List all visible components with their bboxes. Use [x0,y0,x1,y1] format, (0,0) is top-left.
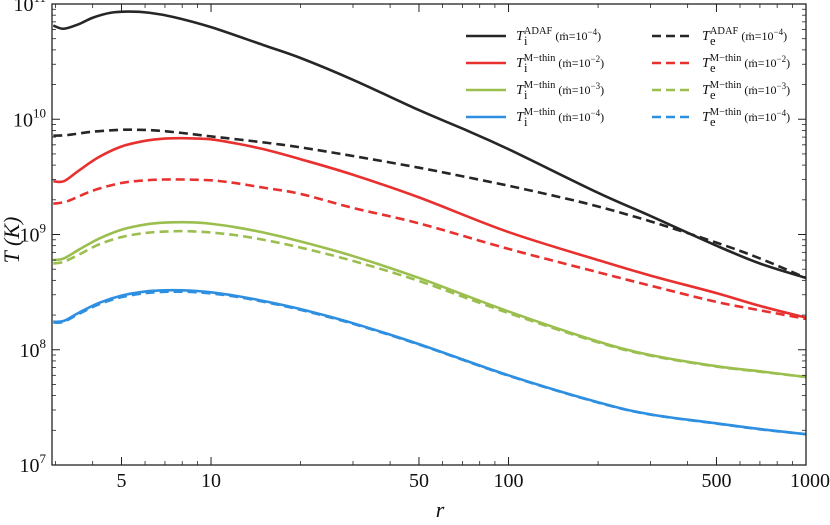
legend-entry-5: TM−thin (ṁ=10−3) [702,80,790,98]
y-tick-label: 1011 [13,0,46,16]
legend-argument: (ṁ=10 [558,110,590,124]
y-tick-label: 107 [20,451,47,477]
legend-superscript: M−thin [524,80,556,91]
legend-argument-close: ) [600,110,604,124]
y-tick-exponent: 10 [33,105,46,120]
series-line-2 [53,136,806,319]
legend-subscript: i [524,115,528,129]
series-line-4 [53,220,806,379]
series-line-7 [53,290,806,436]
x-tick-label: 50 [409,470,429,492]
legend-argument: (ṁ=10 [558,56,590,70]
x-axis: 5 10 50 100 500 1000 [55,4,830,492]
legend-argument-exponent: −4 [777,108,787,118]
y-tick-base: 10 [20,225,40,247]
legend-symbol: T [516,56,525,71]
x-tick-label: 100 [494,470,524,492]
legend-symbol: T [516,29,525,44]
legend-entry-3: TM−thin (ṁ=10−2) [702,53,790,71]
legend-argument-exponent: −4 [774,27,784,37]
legend-entry-4: TM−thin (ṁ=10−3) [516,80,604,98]
legend-entry-2: TM−thin (ṁ=10−2) [516,53,604,71]
x-tick-label: 500 [701,470,731,492]
legend-symbol: T [702,83,711,98]
legend-argument: (ṁ=10 [744,110,776,124]
legend-symbol: T [702,110,711,125]
legend-argument-close: ) [600,83,604,97]
legend-symbol: T [516,110,525,125]
legend-symbol: T [516,83,525,98]
legend-argument-exponent: −4 [588,27,598,37]
legend-argument: (ṁ=10 [741,29,773,43]
legend-subscript: e [710,34,716,48]
legend-argument: (ṁ=10 [744,83,776,97]
y-tick-base: 10 [20,455,40,477]
y-tick-exponent: 11 [33,0,46,5]
series-line-3 [53,178,806,321]
legend-entry-6: TM−thin (ṁ=10−4) [516,107,604,125]
series-line-0 [52,10,806,280]
legend-argument-exponent: −4 [591,108,601,118]
x-axis-title: r [436,497,445,522]
y-tick-exponent: 8 [40,336,47,351]
y-axis: 10710810910101011 [13,0,806,477]
legend-argument: (ṁ=10 [744,56,776,70]
legend-subscript: i [524,34,528,48]
legend-superscript: M−thin [524,53,556,64]
legend-symbol: T [702,56,711,71]
y-tick-base: 10 [20,340,40,362]
legend-superscript: M−thin [710,107,742,118]
legend-argument-close: ) [786,56,790,70]
legend-superscript: M−thin [710,53,742,64]
series-layer [52,10,806,436]
y-axis-title: T (K) [0,217,24,264]
legend: TADAF (ṁ=10−4)iTM−thin (ṁ=10−2)iTM−thin (ṁ=… [466,26,790,129]
legend-argument-close: ) [786,83,790,97]
legend-superscript: M−thin [710,80,742,91]
legend-argument-exponent: −2 [777,54,787,64]
legend-argument-close: ) [786,110,790,124]
legend-argument-close: ) [600,56,604,70]
y-tick-exponent: 9 [40,221,47,236]
legend-argument-close: ) [783,29,787,43]
legend-entry-0: TADAF (ṁ=10−4) [516,26,601,44]
x-tick-label: 5 [116,470,126,492]
series-line-1 [53,128,806,280]
legend-subscript: e [710,115,716,129]
legend-symbol: T [702,29,711,44]
legend-superscript: ADAF [524,26,553,37]
y-tick-label: 108 [20,336,47,362]
y-tick-base: 10 [13,109,33,131]
legend-argument-close: ) [597,29,601,43]
legend-argument: (ṁ=10 [555,29,587,43]
y-tick-label: 109 [20,221,47,247]
y-tick-label: 1010 [13,105,46,131]
legend-subscript: e [710,61,716,75]
legend-argument: (ṁ=10 [558,83,590,97]
legend-superscript: M−thin [524,107,556,118]
legend-argument-exponent: −3 [591,81,601,91]
legend-subscript: i [524,88,528,102]
y-tick-base: 10 [13,0,33,16]
legend-subscript: i [524,61,528,75]
legend-entry-7: TM−thin (ṁ=10−4) [702,107,790,125]
legend-argument-exponent: −3 [777,81,787,91]
legend-subscript: e [710,88,716,102]
legend-superscript: ADAF [710,26,739,37]
x-tick-label: 1000 [790,470,830,492]
legend-entry-1: TADAF (ṁ=10−4) [702,26,787,44]
x-tick-label: 10 [201,470,221,492]
series-line-5 [53,229,806,379]
legend-argument-exponent: −2 [591,54,601,64]
y-tick-exponent: 7 [40,451,47,466]
